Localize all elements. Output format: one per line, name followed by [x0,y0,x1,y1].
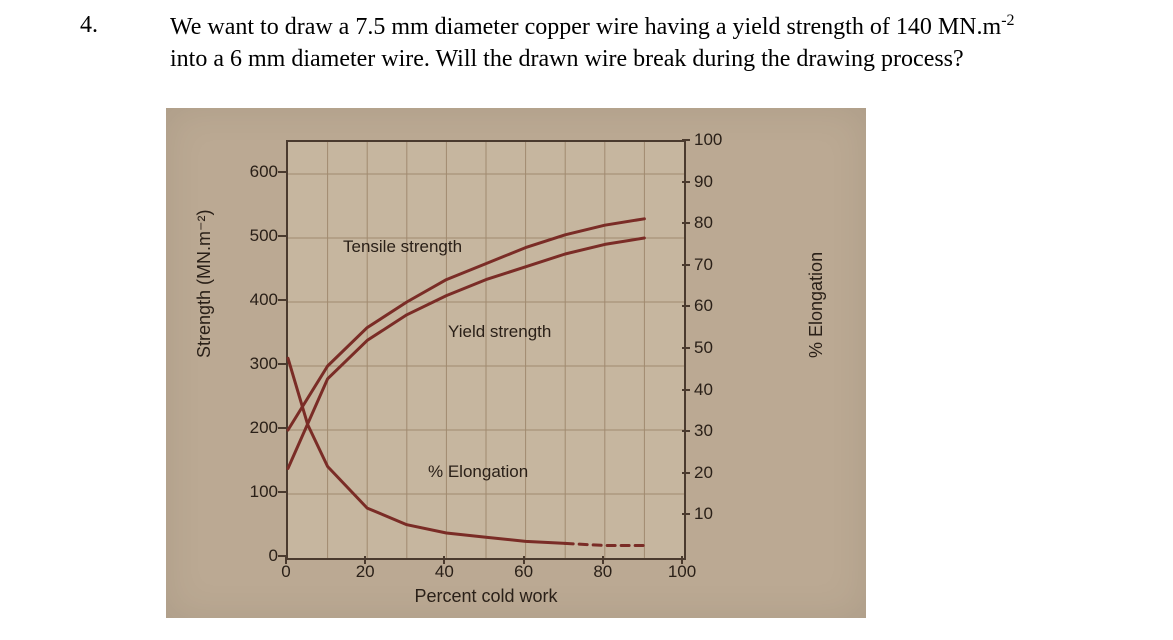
x-tick: 40 [424,562,464,582]
y-right-tick: 80 [694,213,734,233]
curves-svg [288,142,684,558]
y-left-tick: 500 [238,226,278,246]
x-tick: 100 [662,562,702,582]
y-axis-right-label: % Elongation [806,252,827,358]
yield-label: Yield strength [448,322,551,342]
question-line-1: We want to draw a 7.5 mm diameter copper… [170,14,1001,40]
question-exponent: -2 [1001,12,1014,29]
y-left-tick: 300 [238,354,278,374]
y-right-tick: 60 [694,296,734,316]
tensile-label: Tensile strength [343,237,462,257]
x-tick: 20 [345,562,385,582]
y-right-tick: 10 [694,504,734,524]
plot-area: Tensile strength Yield strength % Elonga… [286,140,686,560]
x-tick: 80 [583,562,623,582]
y-left-tick: 200 [238,418,278,438]
y-right-tick: 90 [694,172,734,192]
x-tick: 0 [266,562,306,582]
question-number: 4. [80,12,98,39]
x-tick: 60 [504,562,544,582]
y-right-tick: 30 [694,421,734,441]
y-right-tick: 20 [694,463,734,483]
y-axis-left-label: Strength (MN.m⁻²) [194,209,215,358]
y-right-tick: 70 [694,255,734,275]
y-right-tick: 100 [694,130,734,150]
y-left-tick: 400 [238,290,278,310]
y-left-tick: 600 [238,162,278,182]
cold-work-chart: Tensile strength Yield strength % Elonga… [166,108,866,618]
y-right-tick: 50 [694,338,734,358]
elongation-label: % Elongation [428,462,528,482]
question-text: We want to draw a 7.5 mm diameter copper… [170,10,1130,76]
y-left-tick: 100 [238,482,278,502]
x-axis-label: Percent cold work [286,586,686,607]
y-right-tick: 40 [694,380,734,400]
question-line-2: into a 6 mm diameter wire. Will the draw… [170,46,964,72]
